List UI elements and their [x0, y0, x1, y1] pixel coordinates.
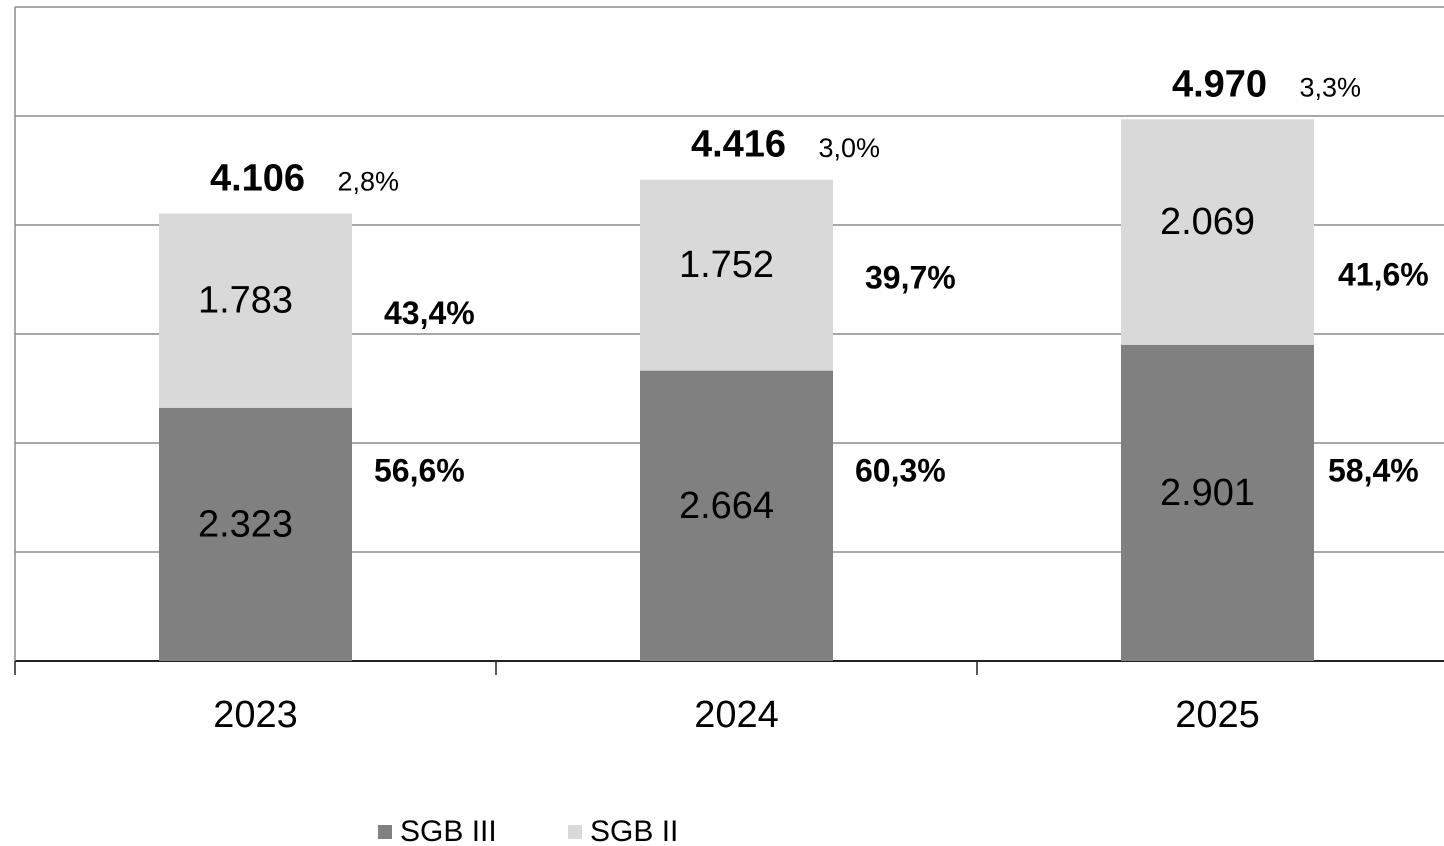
bar-segment: [159, 407, 352, 661]
bar-segment: [640, 179, 833, 371]
growth-label: 2,8%: [338, 167, 400, 197]
total-label: 4.416: [691, 124, 786, 166]
x-tick-label: 2024: [694, 694, 779, 736]
value-label: 1.783: [198, 280, 293, 322]
legend-swatch: [378, 825, 392, 839]
value-label: 2.664: [679, 485, 774, 527]
bar-segment: [1121, 119, 1314, 345]
bar-segment: [640, 370, 833, 661]
legend-label: SGB II: [590, 815, 678, 846]
value-label: 2.323: [198, 503, 293, 545]
legend-label: SGB III: [400, 815, 497, 846]
share-label: 58,4%: [1328, 452, 1419, 488]
bar-segment: [1121, 344, 1314, 661]
total-label: 4.106: [210, 157, 305, 199]
value-label: 1.752: [679, 244, 774, 286]
total-label: 4.970: [1172, 63, 1267, 105]
x-tick-label: 2025: [1175, 694, 1260, 736]
share-label: 60,3%: [855, 452, 946, 488]
value-label: 2.901: [1160, 472, 1255, 514]
growth-label: 3,3%: [1300, 72, 1362, 102]
x-tick-label: 2023: [213, 694, 298, 736]
bar-segment: [159, 213, 352, 408]
growth-label: 3,0%: [819, 133, 881, 163]
value-label: 2.069: [1160, 201, 1255, 243]
share-label: 43,4%: [384, 295, 475, 331]
share-label: 41,6%: [1338, 256, 1429, 292]
share-label: 56,6%: [374, 452, 465, 488]
legend-swatch: [568, 825, 582, 839]
share-label: 39,7%: [865, 260, 956, 296]
